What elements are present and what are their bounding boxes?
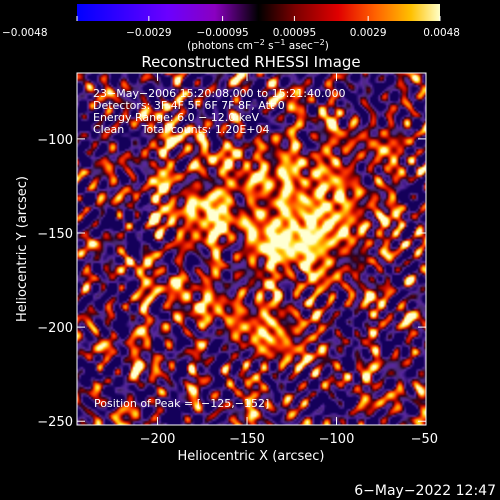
info-line-counts: Clean Total counts: 1.20E+04 [93,123,270,136]
x-axis-ticks: −200 −150 −100 −50 [140,73,438,447]
x-tick-label: −100 [319,432,355,447]
footer-date: 6−May−2022 12:47 [354,483,496,499]
y-tick-label: −250 [37,415,73,430]
x-tick-label: −150 [229,432,265,447]
colorbar-unit-label: (photons cm−2 s−1 asec−2) [187,38,329,52]
colorbar-tick-label: −0.00095 [196,27,248,39]
colorbar-tick-label: −0.0029 [126,27,172,39]
y-axis-ticks: −100 −150 −200 −250 [37,133,426,430]
x-tick-label: −200 [140,432,176,447]
colorbar: −0.0048 −0.0029 −0.00095 0.00095 0.0029 0.004… [2,4,460,52]
colorbar-tick-label: −0.0048 [2,27,48,39]
peak-position-label: Position of Peak = [−125,−152] [94,397,269,410]
y-tick-label: −100 [37,133,73,148]
info-line-time: 23−May−2006 15:20:08.000 to 15:21:40.000 [93,87,346,100]
x-axis-title: Heliocentric X (arcsec) [178,449,325,464]
heatmap-image [77,73,426,425]
colorbar-tick-label: 0.0048 [423,27,460,39]
colorbar-gradient [77,4,440,21]
info-line-detectors: Detectors: 3F 4F 5F 6F 7F 8F, Att 0 [93,99,285,112]
plot-frame [76,72,427,426]
info-line-energy: Energy Range: 6.0 − 12.0 keV [93,111,260,124]
chart-title: Reconstructed RHESSI Image [141,53,360,71]
colorbar-tick-label: 0.0029 [350,27,387,39]
plot-area: −200 −150 −100 −50 −100 −150 −200 −250 [37,72,438,447]
x-tick-label: −50 [411,432,438,447]
y-tick-label: −200 [37,321,73,336]
y-tick-label: −150 [37,227,73,242]
info-annotations: 23−May−2006 15:20:08.000 to 15:21:40.000… [93,87,346,410]
y-axis-title: Heliocentric Y (arcsec) [15,176,30,322]
colorbar-tick-label: 0.00095 [273,27,316,39]
colorbar-ticks: −0.0048 −0.0029 −0.00095 0.00095 0.0029 0.004… [2,16,460,39]
